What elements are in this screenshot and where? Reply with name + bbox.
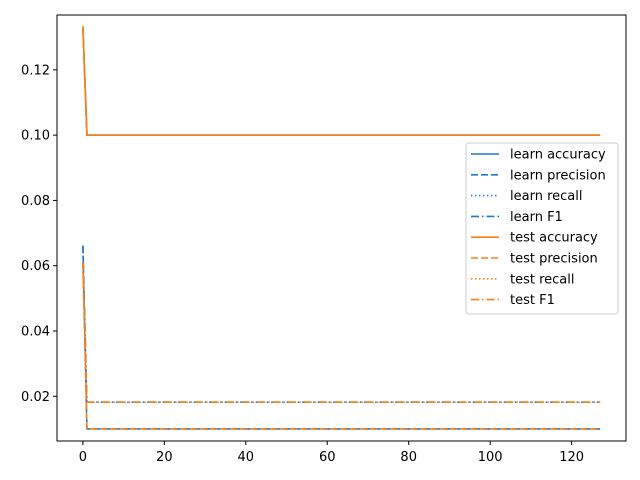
x-axis: 0 20 40 60 80 100 120 [79,441,584,465]
y-tick-label: 0.08 [21,194,50,209]
legend-label: learn precision [510,168,606,183]
y-tick-label: 0.02 [21,390,50,405]
legend: learn accuracy learn precision learn recal… [465,142,619,315]
legend-label: learn accuracy [510,148,606,163]
legend-label: test precision [510,252,598,267]
legend-label: test accuracy [510,231,598,246]
series-layer [82,26,601,430]
legend-box [465,142,619,315]
x-tick-label: 20 [156,450,173,465]
y-tick-label: 0.06 [21,259,50,274]
legend-label: test recall [510,272,575,287]
legend-label: test F1 [510,293,555,308]
y-tick-label: 0.04 [21,324,50,339]
x-tick-label: 60 [319,450,336,465]
legend-label: learn F1 [510,210,563,225]
x-tick-label: 80 [400,450,417,465]
series-line-test-recall [82,26,601,136]
x-tick-label: 40 [238,450,255,465]
x-tick-label: 0 [79,450,87,465]
x-tick-label: 100 [478,450,503,465]
y-tick-label: 0.10 [21,129,50,144]
legend-label: learn recall [510,189,582,204]
series-line-test-precision [82,262,601,430]
y-axis: 0.02 0.04 0.06 0.08 0.10 0.12 [21,63,57,405]
series-line-test-f1 [82,262,601,403]
y-tick-label: 0.12 [21,63,50,78]
x-tick-label: 120 [559,450,584,465]
